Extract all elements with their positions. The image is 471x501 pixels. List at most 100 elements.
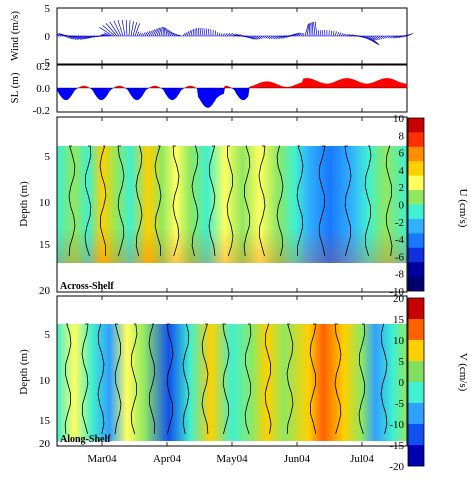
contour-line [208,145,216,257]
colorbar-tick-label: 10 [393,335,405,347]
v-colorbar: 20 15 10 5 0 -5 -10 -15 -20 [389,293,425,473]
sl-ytick-2: -0.2 [33,105,50,117]
wind-stick [314,21,318,37]
wind-stick [250,35,256,40]
wind-stick [374,35,379,41]
wind-stick [260,35,264,39]
contour-line [182,323,190,435]
colorbar-swatch [408,424,424,446]
contour-line [318,145,326,257]
contour-line [191,145,199,257]
wind-panel: 5 0 -5 Wind (m/s) [9,3,414,69]
wind-stick [92,35,98,38]
colorbar-swatch [408,298,424,320]
wind-stick [304,24,309,37]
colorbar-swatch [408,382,424,404]
u-ytick-3: 20 [39,285,51,297]
u-ytick-1: 10 [39,197,51,209]
wind-stick [396,35,403,38]
wind-stick [262,35,266,39]
contour-line [64,323,72,435]
wind-stick [319,30,322,37]
wind-stick [370,35,376,41]
wind-ytick-1: 0 [45,31,51,43]
wind-stick [102,24,116,37]
sl-positive-area [57,78,407,88]
u-colorbar: 10 8 6 4 2 0 -2 -4 -6 -8 -10 [389,113,425,298]
wind-stick [222,33,225,37]
wind-stick [152,28,157,37]
x-axis: Mar04 Apr04 May04 Jun04 Jul04 [87,8,374,465]
wind-stick [142,32,146,37]
wind-stick [306,23,310,37]
wind-stick [244,35,252,39]
wind-stick [74,35,84,40]
contour-line [68,145,76,257]
wind-stick [156,27,161,37]
colorbar-tick-label: -20 [389,461,404,473]
colorbar-tick-label: 2 [399,182,405,194]
wind-stick [282,35,290,38]
wind-stick [102,33,110,37]
wind-stick [380,35,384,40]
across-shelf-panel: Across-Shelf 5 10 15 20 Depth (m) 108642… [18,113,469,298]
colorbar-tick-label: -10 [389,419,404,431]
sea-level-panel: 0.2 0.0 -0.2 SL (m) [9,61,408,117]
contour-line [296,145,304,257]
wind-stick [144,31,149,37]
wind-stick [384,35,388,39]
wind-stick [292,32,298,37]
wind-stick [214,30,217,37]
wind-stick [248,35,255,40]
wind-stick [350,34,356,37]
wind-stick [82,35,90,40]
wind-stick [58,33,64,37]
colorbar-tick-label: 10 [393,113,405,125]
contour-line [244,323,252,435]
wind-stick [278,35,286,39]
contour-line [243,145,251,257]
wind-stick [175,33,180,37]
contour-line [276,145,284,257]
v-field [57,324,407,441]
wind-stick [266,35,271,40]
contour-line [286,323,294,435]
wind-stick [188,30,191,37]
wind-stick [224,33,228,37]
wind-stick [234,34,241,37]
wind-stick [132,22,138,37]
wind-stick [138,32,142,37]
contour-line [226,145,234,257]
colorbar-swatch [408,175,424,191]
colorbar-swatch [408,445,424,467]
x-tick-label: Jul04 [350,453,374,465]
u-panel-label: Across-Shelf [60,281,114,292]
colorbar-swatch [408,340,424,362]
wind-stick [254,35,259,40]
wind-stick [390,35,396,39]
wind-stick [226,32,231,37]
v-ytick-0: 5 [45,329,51,341]
wind-stick [216,32,219,37]
wind-stick [280,35,288,38]
wind-stick [313,21,316,37]
wind-stick [192,29,194,37]
contour-line [358,323,366,435]
wind-stick [394,35,401,39]
wind-stick [172,32,178,37]
colorbar-tick-label: -10 [389,286,404,298]
wind-stick [342,33,346,37]
wind-stick [220,33,223,37]
colorbar-tick-label: 5 [399,356,405,368]
colorbar-swatch [408,262,424,277]
wind-stick [103,32,112,37]
contour-line [117,145,125,257]
contour-line [130,323,138,435]
wind-stick [346,34,351,37]
wind-stick [166,28,170,37]
wind-stick [130,21,134,37]
wind-stick [338,32,342,37]
contour-line [201,323,209,435]
x-tick-label: Jun04 [284,453,311,465]
